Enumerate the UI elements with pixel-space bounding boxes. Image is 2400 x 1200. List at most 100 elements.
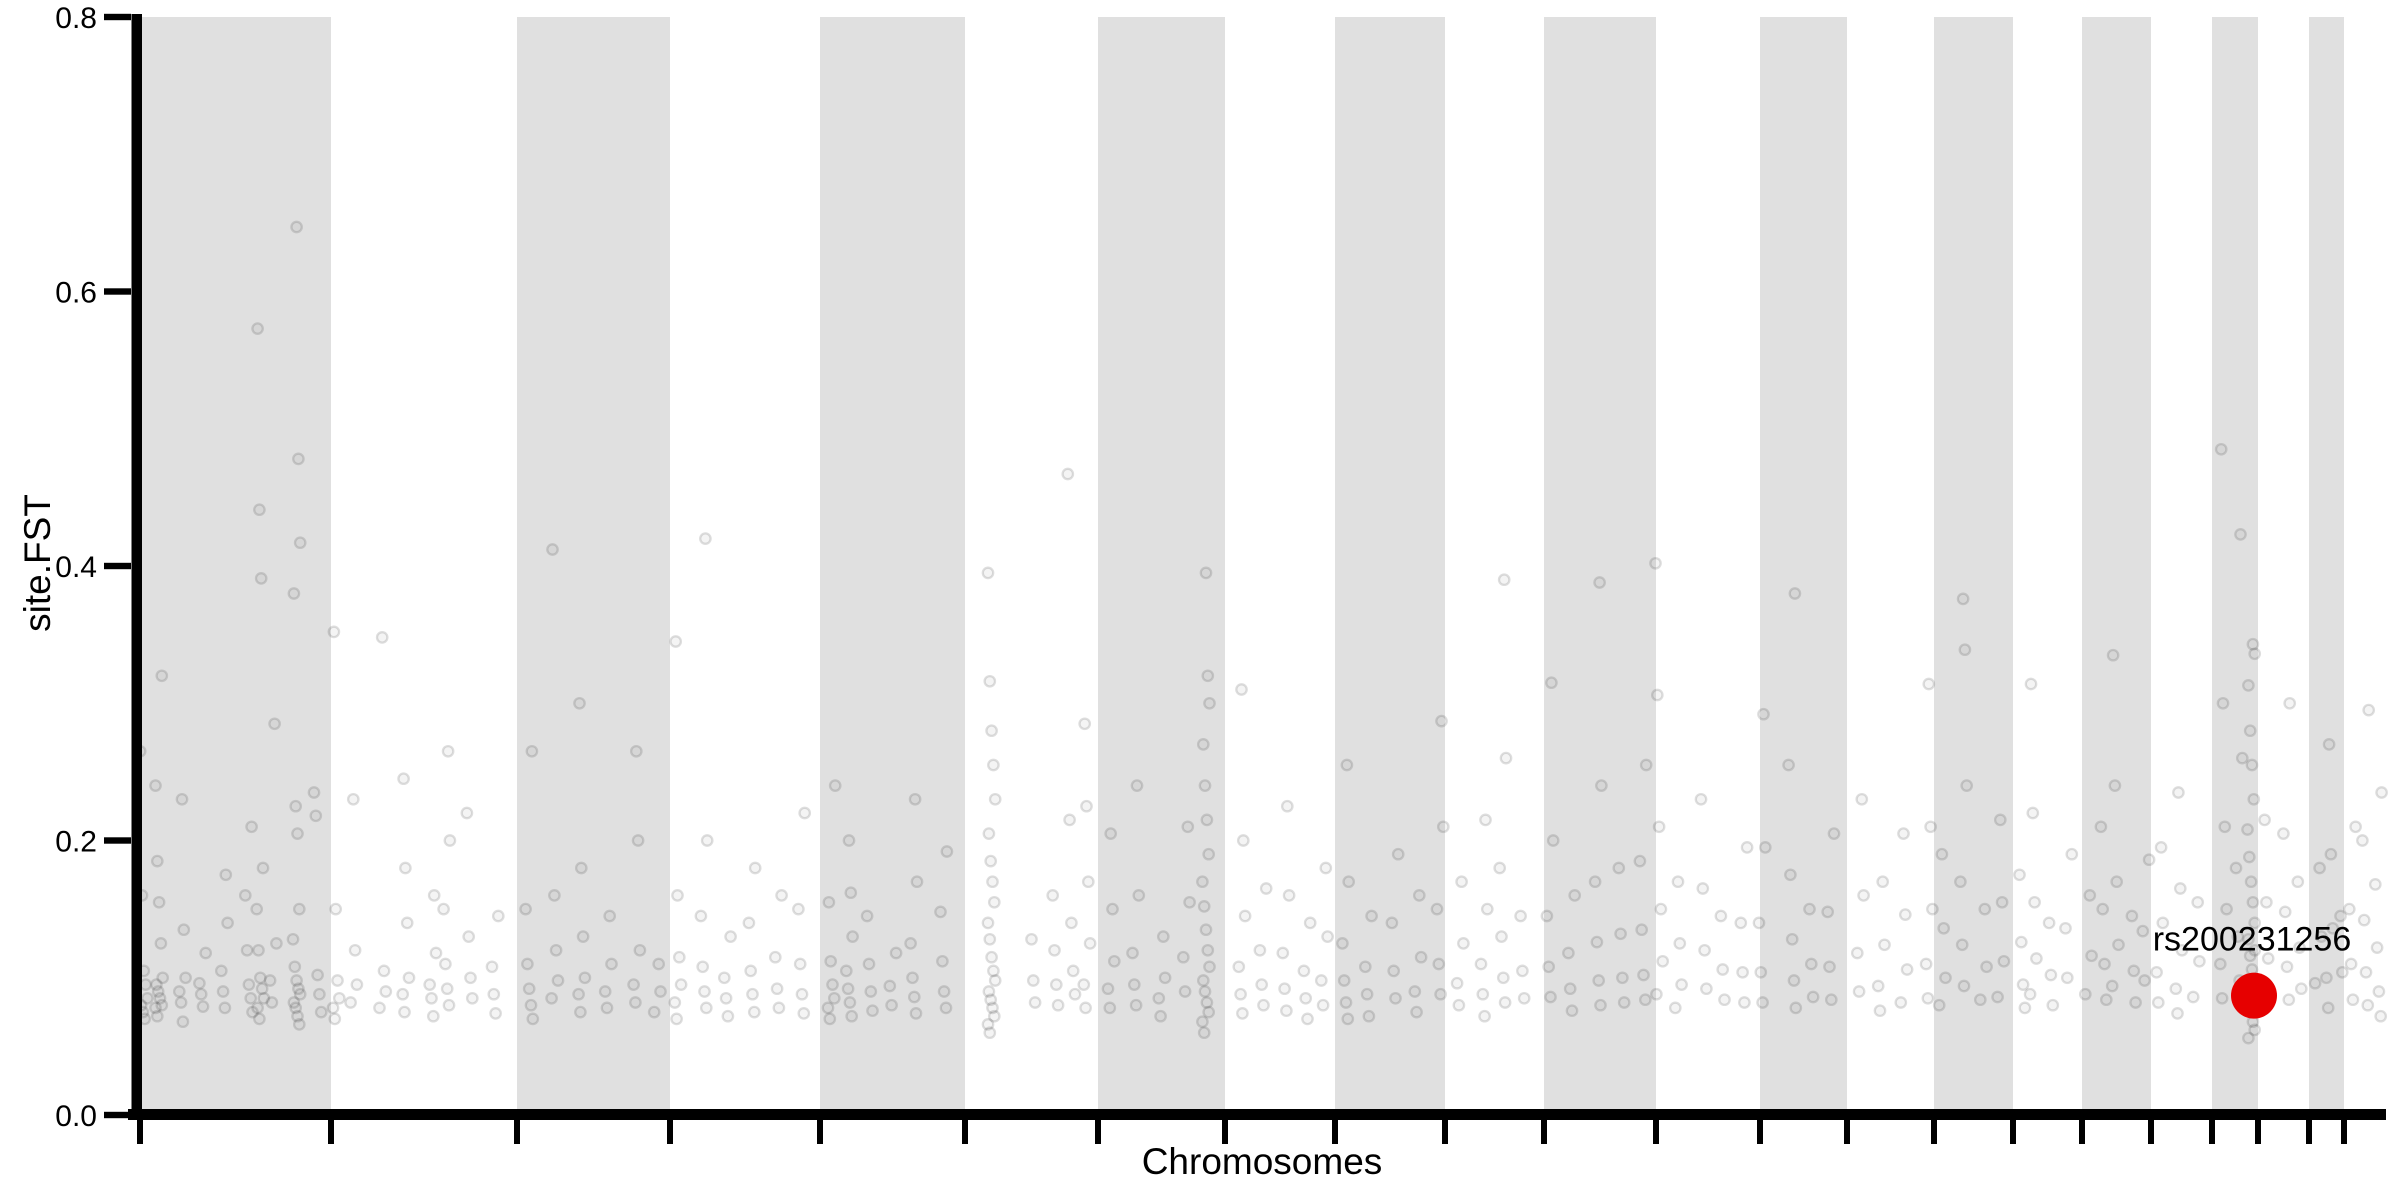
snp-point	[240, 943, 254, 957]
snp-point	[1321, 930, 1334, 943]
snp-point	[1876, 875, 1890, 889]
snp-point	[286, 932, 300, 946]
snp-point	[1563, 982, 1577, 996]
snp-point	[1337, 974, 1351, 987]
x-tick	[1931, 1120, 1937, 1144]
snp-point	[747, 1005, 761, 1019]
snp-point	[1081, 875, 1095, 889]
snp-point	[2186, 990, 2200, 1004]
snp-point	[1301, 1012, 1314, 1026]
snp-point	[2244, 875, 2258, 889]
snp-point	[1787, 974, 1801, 987]
snp-point	[652, 957, 666, 971]
snp-point	[982, 827, 996, 840]
snp-point	[2234, 528, 2247, 541]
snp-point	[327, 625, 341, 639]
snp-point	[2243, 724, 2257, 738]
snp-point	[2248, 943, 2262, 957]
snp-point	[2293, 941, 2306, 954]
snp-point	[1474, 957, 1488, 971]
snp-point	[934, 905, 947, 919]
snp-point	[629, 744, 643, 758]
snp-point	[669, 635, 683, 648]
snp-point	[1675, 978, 1688, 991]
snp-point	[307, 786, 321, 799]
snp-point	[1181, 820, 1195, 834]
snp-point	[253, 503, 266, 517]
snp-point	[2220, 902, 2233, 916]
snp-point	[1126, 946, 1139, 960]
snp-point	[1232, 960, 1246, 974]
y-axis-line	[131, 14, 142, 1120]
snp-point	[1824, 993, 1838, 1007]
snp-point	[521, 957, 534, 971]
snp-point	[551, 974, 565, 987]
snp-point	[253, 1012, 266, 1026]
snp-point	[1432, 957, 1446, 971]
y-tick	[104, 13, 131, 21]
snp-point	[1103, 1001, 1117, 1015]
snp-point	[1028, 996, 1042, 1009]
snp-point	[1132, 889, 1146, 902]
snp-point	[981, 916, 995, 930]
snp-point	[841, 982, 855, 996]
x-tick	[962, 1120, 968, 1144]
snp-point	[2127, 964, 2141, 978]
snp-point	[1066, 964, 1080, 978]
snp-point	[2150, 965, 2163, 979]
x-tick	[817, 1120, 823, 1144]
snp-point	[1197, 900, 1211, 913]
snp-point	[1562, 946, 1575, 960]
snp-point	[1804, 957, 1818, 971]
snp-point	[1314, 974, 1328, 987]
snp-point	[2242, 1031, 2255, 1045]
snp-point	[1253, 943, 1267, 957]
snp-point	[1259, 882, 1273, 895]
snp-point	[344, 996, 357, 1009]
snp-point	[2142, 853, 2156, 867]
snp-point	[2324, 847, 2338, 861]
snp-point	[982, 985, 996, 998]
snp-point	[2106, 648, 2120, 662]
snp-point	[1414, 950, 1428, 964]
snp-point	[546, 543, 559, 556]
snp-point	[2246, 637, 2260, 651]
snp-point	[464, 971, 477, 985]
snp-point	[1156, 930, 1170, 943]
snp-point	[1202, 847, 1216, 861]
snp-point	[1358, 960, 1372, 974]
snp-point	[1235, 683, 1248, 696]
snp-point	[265, 996, 279, 1009]
snp-point	[937, 985, 951, 998]
snp-point	[2154, 841, 2168, 854]
snp-point	[988, 792, 1002, 806]
snp-point	[1255, 978, 1269, 991]
snp-point	[2283, 696, 2297, 710]
snp-point	[526, 1012, 540, 1026]
snp-point	[775, 889, 788, 902]
snp-point	[1857, 889, 1870, 902]
snp-point	[287, 587, 301, 600]
snp-point	[627, 978, 640, 991]
snp-point	[522, 982, 536, 996]
snp-point	[846, 930, 859, 943]
snp-point	[1821, 905, 1835, 919]
snp-point	[2357, 913, 2371, 927]
snp-point	[1922, 677, 1936, 691]
snp-point	[987, 758, 1000, 772]
snp-point	[193, 976, 206, 990]
snp-point	[2016, 978, 2030, 991]
snp-point	[1736, 965, 1749, 979]
snp-point	[860, 909, 874, 923]
snp-point	[1595, 779, 1608, 792]
snp-point	[242, 978, 256, 991]
snp-point	[906, 971, 919, 985]
snp-point	[1757, 707, 1770, 721]
snp-point	[654, 985, 667, 998]
snp-point	[1878, 938, 1891, 952]
snp-point	[1995, 895, 2009, 909]
snp-point	[768, 950, 782, 964]
snp-point	[525, 744, 539, 758]
snp-point	[572, 987, 585, 1001]
chromosome-bands	[140, 17, 2344, 1109]
